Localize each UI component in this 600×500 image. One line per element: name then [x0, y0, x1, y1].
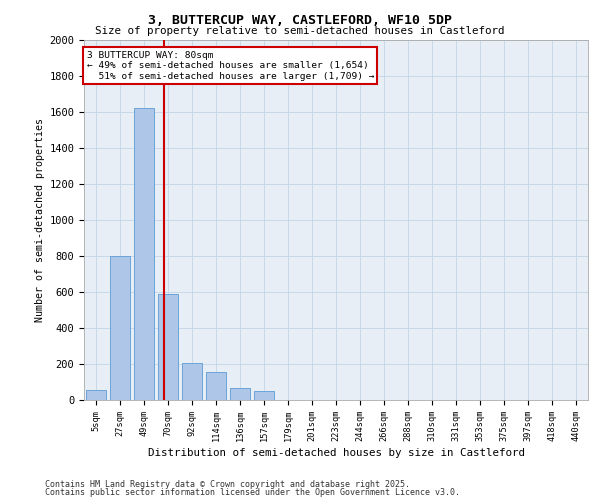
- Bar: [206, 372, 226, 400]
- Bar: [182, 363, 202, 400]
- Text: Size of property relative to semi-detached houses in Castleford: Size of property relative to semi-detach…: [95, 26, 505, 36]
- Text: Contains public sector information licensed under the Open Government Licence v3: Contains public sector information licen…: [45, 488, 460, 497]
- X-axis label: Distribution of semi-detached houses by size in Castleford: Distribution of semi-detached houses by …: [148, 448, 524, 458]
- Bar: [230, 388, 250, 400]
- Text: Contains HM Land Registry data © Crown copyright and database right 2025.: Contains HM Land Registry data © Crown c…: [45, 480, 410, 489]
- Bar: [110, 256, 130, 400]
- Y-axis label: Number of semi-detached properties: Number of semi-detached properties: [35, 118, 45, 322]
- Bar: [254, 391, 274, 400]
- Bar: [158, 294, 178, 400]
- Bar: [134, 108, 154, 400]
- Bar: [86, 390, 106, 400]
- Text: 3 BUTTERCUP WAY: 80sqm
← 49% of semi-detached houses are smaller (1,654)
  51% o: 3 BUTTERCUP WAY: 80sqm ← 49% of semi-det…: [86, 51, 374, 80]
- Text: 3, BUTTERCUP WAY, CASTLEFORD, WF10 5DP: 3, BUTTERCUP WAY, CASTLEFORD, WF10 5DP: [148, 14, 452, 27]
